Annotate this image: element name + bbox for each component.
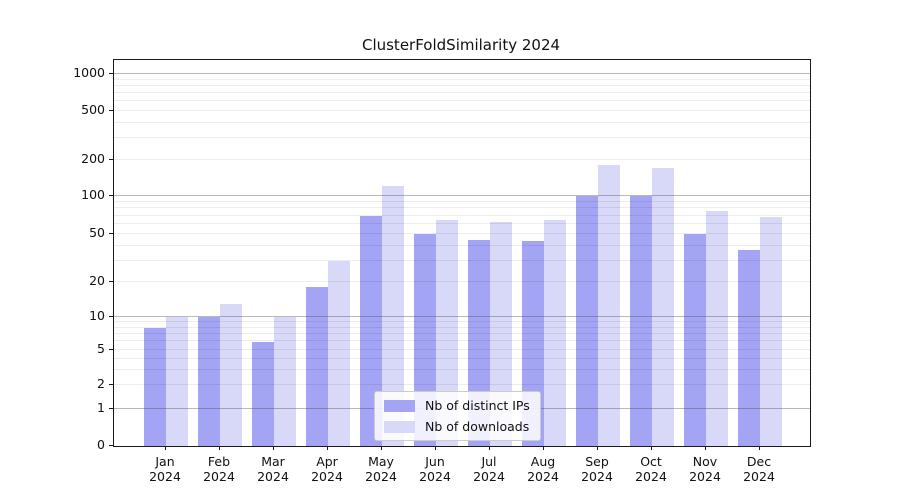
- x-tick-mark-jul: [489, 446, 490, 450]
- y-tick-label-10: 10: [89, 307, 105, 323]
- y-tick-label-5: 5: [97, 341, 105, 357]
- y-tick-mark-2: [109, 384, 113, 386]
- x-tick-label-aug: Aug 2024: [527, 454, 559, 484]
- y-tick-mark-20: [109, 280, 113, 282]
- x-tick-label-jun: Jun 2024: [419, 454, 451, 484]
- bar-mar-downloads: [274, 316, 296, 446]
- legend-row-distinct-ips: Nb of distinct IPs: [384, 397, 530, 414]
- y-tick-label-500: 500: [81, 101, 105, 117]
- legend-row-downloads: Nb of downloads: [384, 418, 530, 435]
- bar-jan-distinct-ips: [144, 327, 166, 446]
- x-tick-mark-mar: [273, 446, 274, 450]
- plot-area: Nb of distinct IPs Nb of downloads: [113, 59, 811, 447]
- y-tick-mark-1: [109, 408, 113, 410]
- y-tick-label-50: 50: [89, 225, 105, 241]
- y-tick-mark-0: [109, 445, 113, 446]
- x-tick-mark-may: [381, 446, 382, 450]
- x-tick-mark-feb: [219, 446, 220, 450]
- x-tick-label-sep: Sep 2024: [581, 454, 613, 484]
- bar-apr-downloads: [328, 260, 350, 446]
- legend-swatch-distinct-ips: [384, 399, 415, 412]
- bar-feb-downloads: [220, 303, 242, 446]
- bar-jul-downloads: [490, 222, 512, 446]
- y-tick-label-1: 1: [97, 400, 105, 416]
- x-tick-label-jan: Jan 2024: [149, 454, 181, 484]
- bar-feb-distinct-ips: [198, 316, 220, 446]
- legend-label-distinct-ips: Nb of distinct IPs: [425, 398, 530, 413]
- legend-swatch-downloads: [384, 420, 415, 433]
- y-tick-label-2: 2: [97, 376, 105, 392]
- bar-nov-distinct-ips: [684, 234, 706, 446]
- bar-mar-distinct-ips: [252, 341, 274, 446]
- bar-layer: [114, 60, 810, 446]
- x-tick-mark-apr: [327, 446, 328, 450]
- x-tick-label-nov: Nov 2024: [689, 454, 721, 484]
- bar-sep-downloads: [598, 165, 620, 446]
- x-tick-label-dec: Dec 2024: [743, 454, 775, 484]
- bar-jun-downloads: [436, 219, 458, 446]
- y-tick-mark-1000: [109, 73, 113, 75]
- x-tick-mark-oct: [651, 446, 652, 450]
- x-tick-label-mar: Mar 2024: [257, 454, 289, 484]
- x-tick-mark-nov: [705, 446, 706, 450]
- x-tick-mark-jun: [435, 446, 436, 450]
- x-tick-label-oct: Oct 2024: [635, 454, 667, 484]
- bar-jan-downloads: [166, 316, 188, 446]
- bar-may-distinct-ips: [360, 215, 382, 446]
- x-tick-mark-jan: [165, 446, 166, 450]
- y-tick-mark-500: [109, 109, 113, 111]
- bar-oct-downloads: [652, 168, 674, 446]
- x-tick-label-apr: Apr 2024: [311, 454, 343, 484]
- bar-nov-downloads: [706, 210, 728, 446]
- y-tick-mark-200: [109, 158, 113, 160]
- bar-sep-distinct-ips: [576, 196, 598, 446]
- x-tick-label-jul: Jul 2024: [473, 454, 505, 484]
- bar-oct-distinct-ips: [630, 196, 652, 446]
- y-tick-mark-5: [109, 349, 113, 351]
- y-tick-label-200: 200: [81, 150, 105, 166]
- bar-apr-distinct-ips: [306, 287, 328, 446]
- y-tick-mark-10: [109, 315, 113, 317]
- x-tick-mark-aug: [543, 446, 544, 450]
- bar-may-downloads: [382, 185, 404, 446]
- bar-dec-distinct-ips: [738, 249, 760, 446]
- y-tick-mark-50: [109, 233, 113, 235]
- y-tick-label-100: 100: [81, 187, 105, 203]
- x-tick-label-feb: Feb 2024: [203, 454, 235, 484]
- chart-title: ClusterFoldSimilarity 2024: [361, 36, 561, 54]
- y-tick-label-20: 20: [89, 272, 105, 288]
- bar-dec-downloads: [760, 217, 782, 446]
- bar-aug-downloads: [544, 219, 566, 446]
- legend: Nb of distinct IPs Nb of downloads: [374, 391, 541, 441]
- y-tick-label-1000: 1000: [73, 65, 105, 81]
- legend-label-downloads: Nb of downloads: [425, 419, 530, 434]
- x-tick-mark-dec: [759, 446, 760, 450]
- y-tick-mark-100: [109, 195, 113, 197]
- x-tick-label-may: May 2024: [365, 454, 397, 484]
- y-tick-label-0: 0: [97, 437, 105, 452]
- x-tick-mark-sep: [597, 446, 598, 450]
